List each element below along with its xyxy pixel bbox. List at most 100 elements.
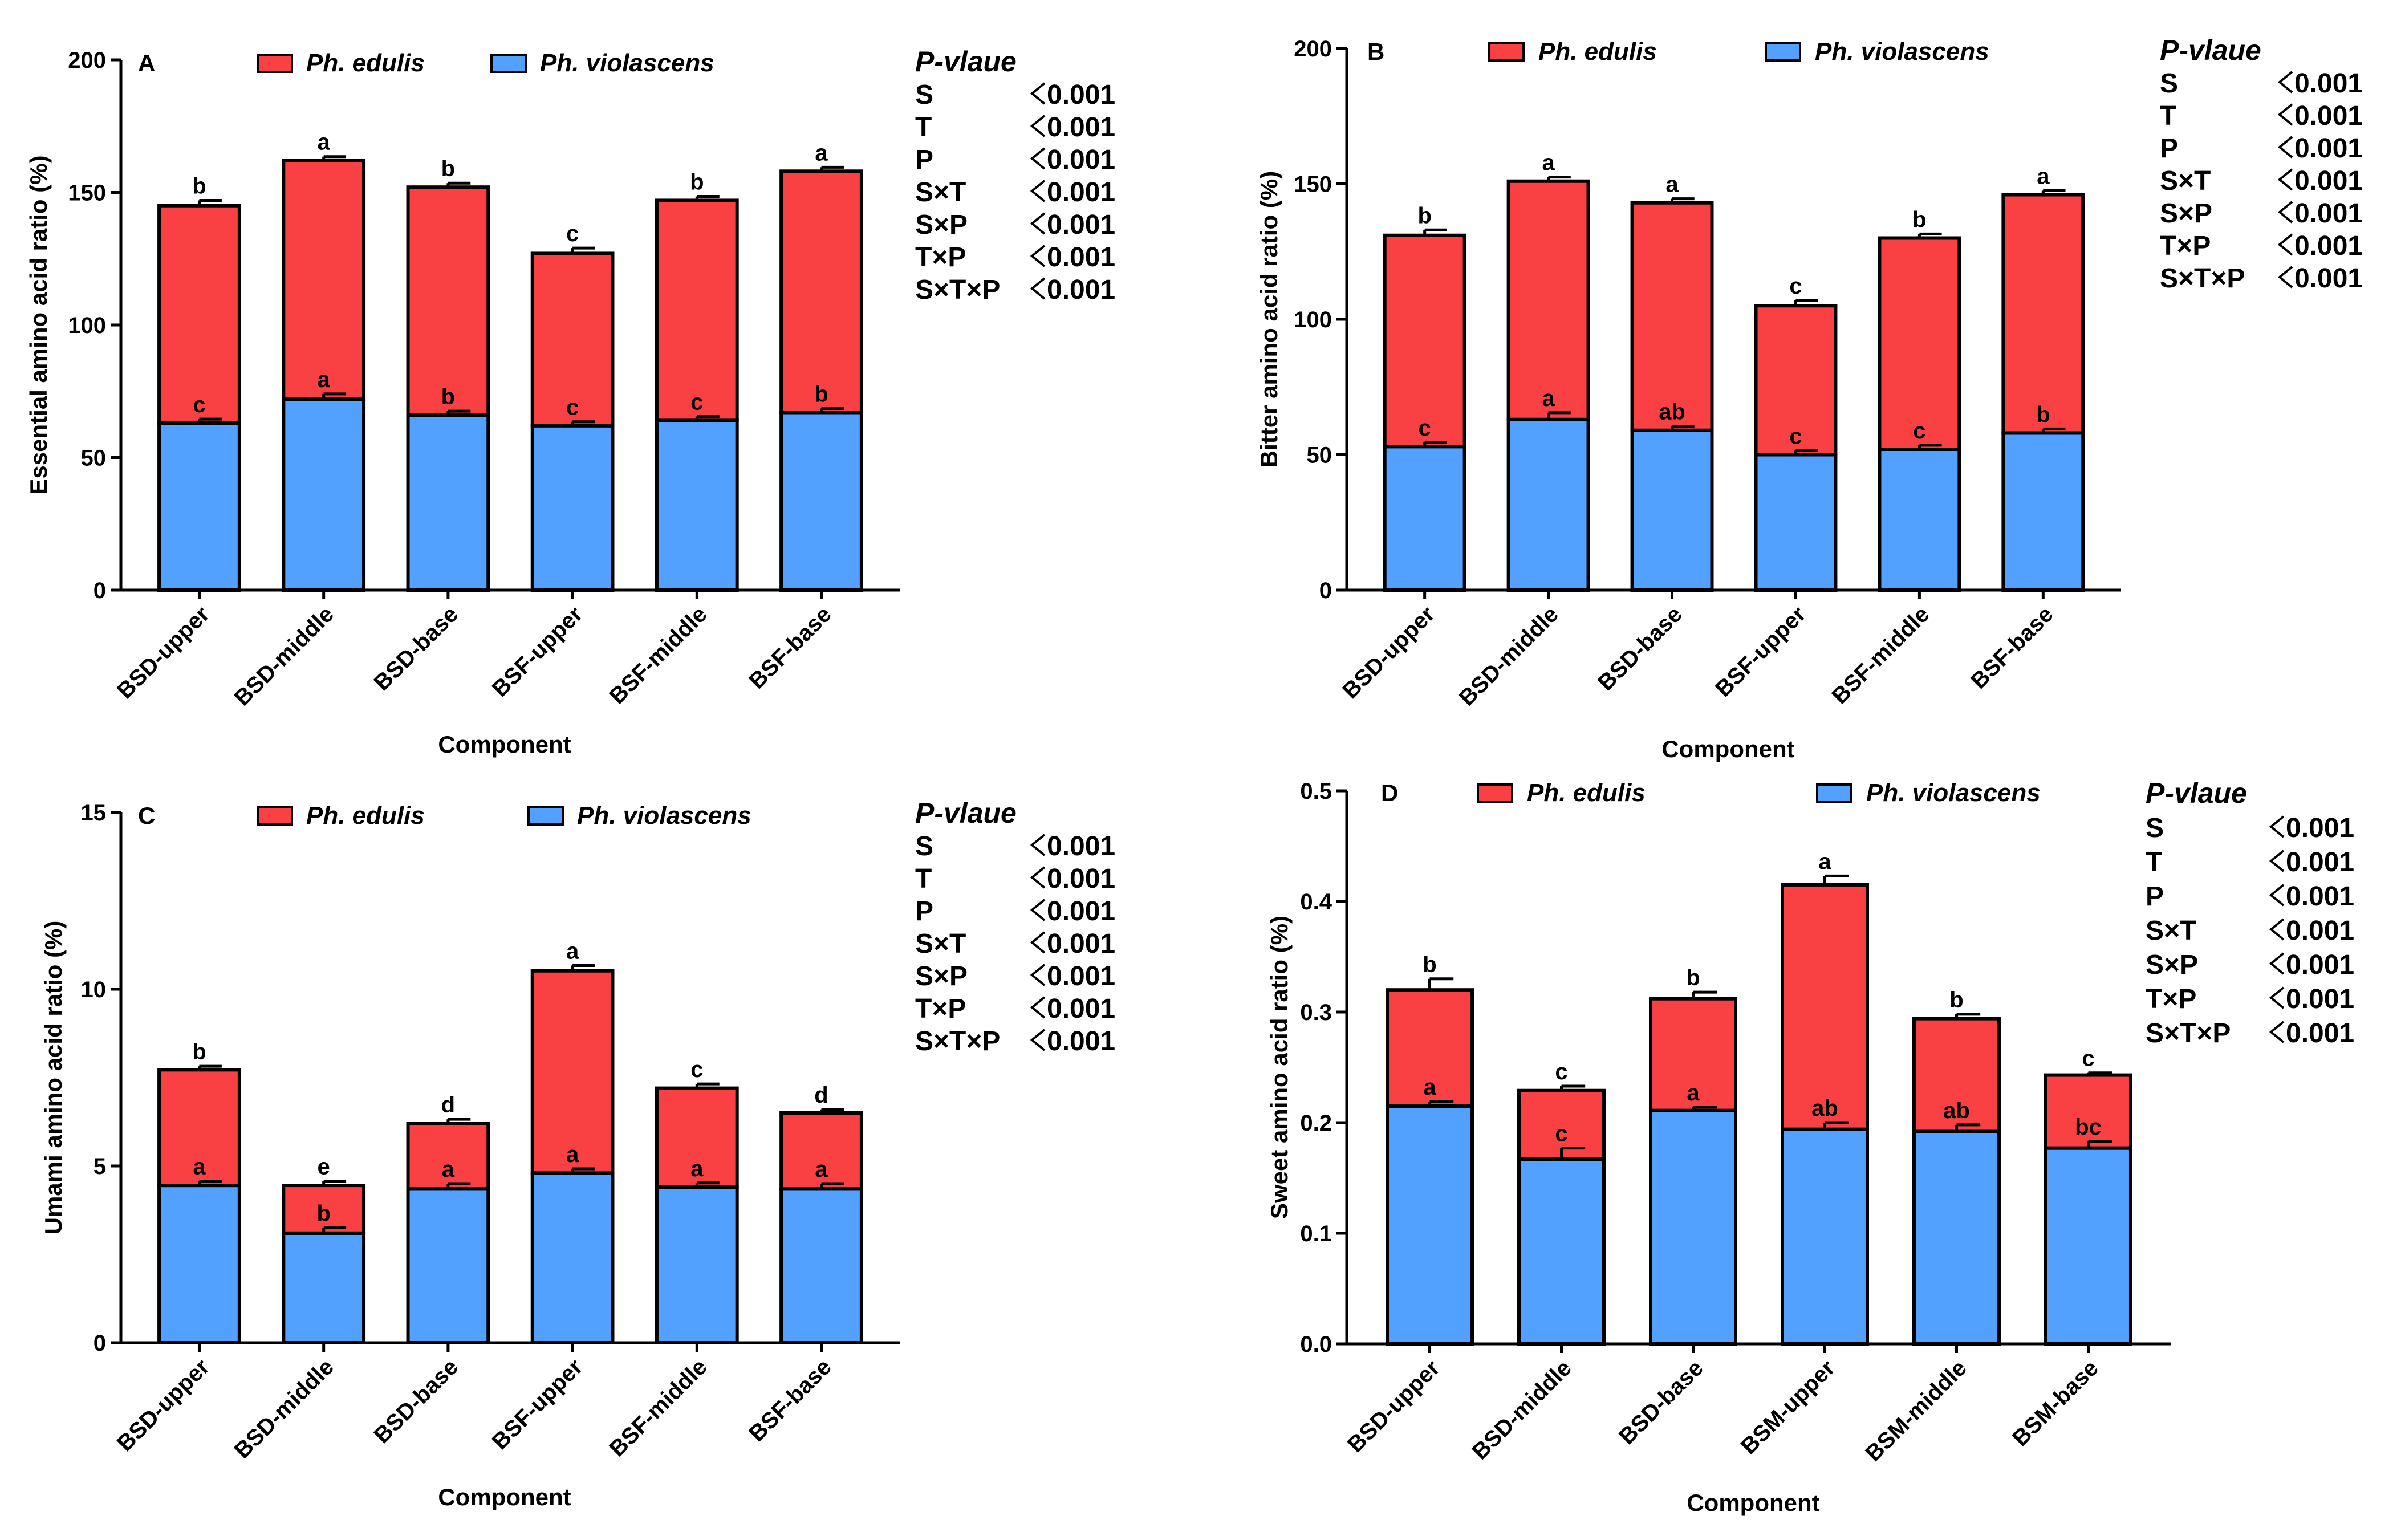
bar-edulis-2 <box>1630 201 1714 432</box>
y-tick-label-2: 100 <box>1294 307 1332 332</box>
pvalue-value-1: 0.001 <box>1047 112 1115 143</box>
bar-violascens-3 <box>530 424 615 592</box>
bar-violascens-0 <box>157 1184 241 1345</box>
y-tick-label-3: 0.3 <box>1300 1000 1332 1025</box>
pvalue-value-0: 0.001 <box>1047 831 1115 862</box>
x-tick-label-4: BSF-middle <box>604 1354 712 1461</box>
bar-violascens-4 <box>655 1185 739 1344</box>
sig-letter-edulis-1: a <box>318 130 331 155</box>
less-than-icon <box>1030 212 1046 235</box>
y-tick-label-1: 50 <box>81 446 107 471</box>
less-than-icon <box>2269 815 2285 838</box>
pvalue-term-2: P <box>915 896 933 927</box>
x-axis-title: Component <box>438 1484 571 1510</box>
legend-swatch-1 <box>1816 783 1852 803</box>
bar-violascens-1 <box>282 397 366 592</box>
bar-edulis-3 <box>1781 883 1869 1131</box>
pvalue-term-1: T <box>2160 101 2176 131</box>
less-than-icon <box>2277 71 2293 94</box>
sig-letter-violascens-5: bc <box>2075 1115 2102 1140</box>
x-tick-label-3: BSM-upper <box>1736 1355 1840 1459</box>
legend-swatch-0 <box>257 806 293 826</box>
x-tick-label-1: BSD-middle <box>230 1354 339 1463</box>
sig-letter-violascens-4: ab <box>1943 1098 1970 1123</box>
y-tick-label-0: 0 <box>94 1331 106 1356</box>
y-tick-label-5: 0.5 <box>1300 779 1332 804</box>
pvalue-term-2: P <box>915 145 933 175</box>
pvalue-value-5: 0.001 <box>1047 994 1115 1024</box>
bar-violascens-2 <box>1630 428 1714 592</box>
y-tick-label-4: 200 <box>68 48 106 73</box>
sig-letter-edulis-4: b <box>1912 207 1926 232</box>
x-tick-label-5: BSF-base <box>744 602 836 694</box>
sig-letter-violascens-5: b <box>814 381 828 407</box>
pvalue-term-1: T <box>915 112 932 143</box>
legend-label-0: Ph. edulis <box>1527 779 1646 807</box>
pvalue-term-0: S <box>915 80 933 110</box>
sig-letter-violascens-0: a <box>193 1155 206 1180</box>
sig-letter-edulis-0: b <box>1423 952 1436 977</box>
sig-letter-edulis-0: b <box>192 1039 206 1064</box>
less-than-icon <box>1030 82 1046 105</box>
chart-panel-b: cbBSD-upperaaBSD-middleabaBSD-baseccBSF-… <box>1256 34 2363 762</box>
less-than-icon <box>2269 986 2285 1009</box>
x-tick-label-2: BSD-base <box>1593 602 1687 696</box>
sig-letter-violascens-2: ab <box>1659 400 1685 425</box>
pvalue-value-4: 0.001 <box>1047 961 1115 992</box>
pvalue-term-3: S×T <box>2146 916 2196 946</box>
sig-letter-edulis-3: a <box>1818 849 1831 874</box>
pvalue-term-3: S×T <box>2160 166 2211 196</box>
less-than-icon <box>2269 850 2285 872</box>
y-tick-label-0: 0 <box>1319 578 1332 603</box>
less-than-icon <box>1030 245 1046 267</box>
pvalue-value-4: 0.001 <box>2286 950 2354 980</box>
y-tick-label-0: 0 <box>94 578 106 603</box>
less-than-icon <box>2269 884 2285 907</box>
bar-violascens-2 <box>406 1187 490 1345</box>
legend-label-0: Ph. edulis <box>306 49 425 77</box>
pvalue-value-5: 0.001 <box>2294 231 2363 261</box>
panel-letter: C <box>138 802 155 829</box>
less-than-icon <box>1030 899 1046 921</box>
legend-label-1: Ph. violascens <box>1815 38 1989 66</box>
less-than-icon <box>1030 277 1046 300</box>
legend-label-1: Ph. violascens <box>1866 779 2041 807</box>
pvalue-term-5: T×P <box>2160 231 2211 261</box>
sig-letter-violascens-0: c <box>1419 416 1431 441</box>
pvalue-term-3: S×T <box>915 929 966 959</box>
less-than-icon <box>1030 147 1046 170</box>
bar-edulis-4 <box>1878 236 1961 451</box>
legend-swatch-1 <box>527 806 564 826</box>
y-axis-title: Sweet amino acid ratio (%) <box>1266 916 1293 1219</box>
x-tick-label-4: BSF-middle <box>1827 602 1935 709</box>
bar-violascens-5 <box>779 1187 863 1345</box>
x-tick-label-5: BSF-base <box>1966 602 2058 694</box>
bar-edulis-1 <box>1506 179 1590 421</box>
bar-edulis-0 <box>157 1068 241 1188</box>
bar-edulis-4 <box>1912 1017 2001 1133</box>
x-tick-label-0: BSD-upper <box>112 1354 214 1456</box>
bar-violascens-2 <box>1649 1108 1737 1346</box>
sig-letter-edulis-1: a <box>1542 151 1555 176</box>
bar-violascens-3 <box>530 1171 615 1344</box>
legend-swatch-0 <box>1488 42 1525 62</box>
bar-violascens-1 <box>1506 417 1590 592</box>
pvalue-value-5: 0.001 <box>2286 984 2354 1014</box>
bar-violascens-1 <box>1517 1157 1606 1346</box>
sig-letter-violascens-5: b <box>2036 402 2050 427</box>
panel-letter: A <box>138 50 155 76</box>
less-than-icon <box>2269 1021 2285 1043</box>
sig-letter-violascens-0: a <box>1423 1075 1436 1100</box>
x-tick-label-0: BSD-upper <box>1343 1355 1445 1457</box>
y-tick-label-3: 150 <box>1294 172 1332 197</box>
x-tick-label-1: BSD-middle <box>230 602 339 710</box>
sig-letter-violascens-0: c <box>193 392 205 417</box>
bar-violascens-0 <box>1383 445 1466 592</box>
less-than-icon <box>2277 201 2293 224</box>
less-than-icon <box>1030 115 1046 137</box>
y-tick-label-2: 10 <box>81 977 107 1002</box>
bar-violascens-1 <box>282 1231 366 1345</box>
pvalue-value-0: 0.001 <box>2294 68 2363 99</box>
y-tick-label-4: 200 <box>1294 36 1332 62</box>
